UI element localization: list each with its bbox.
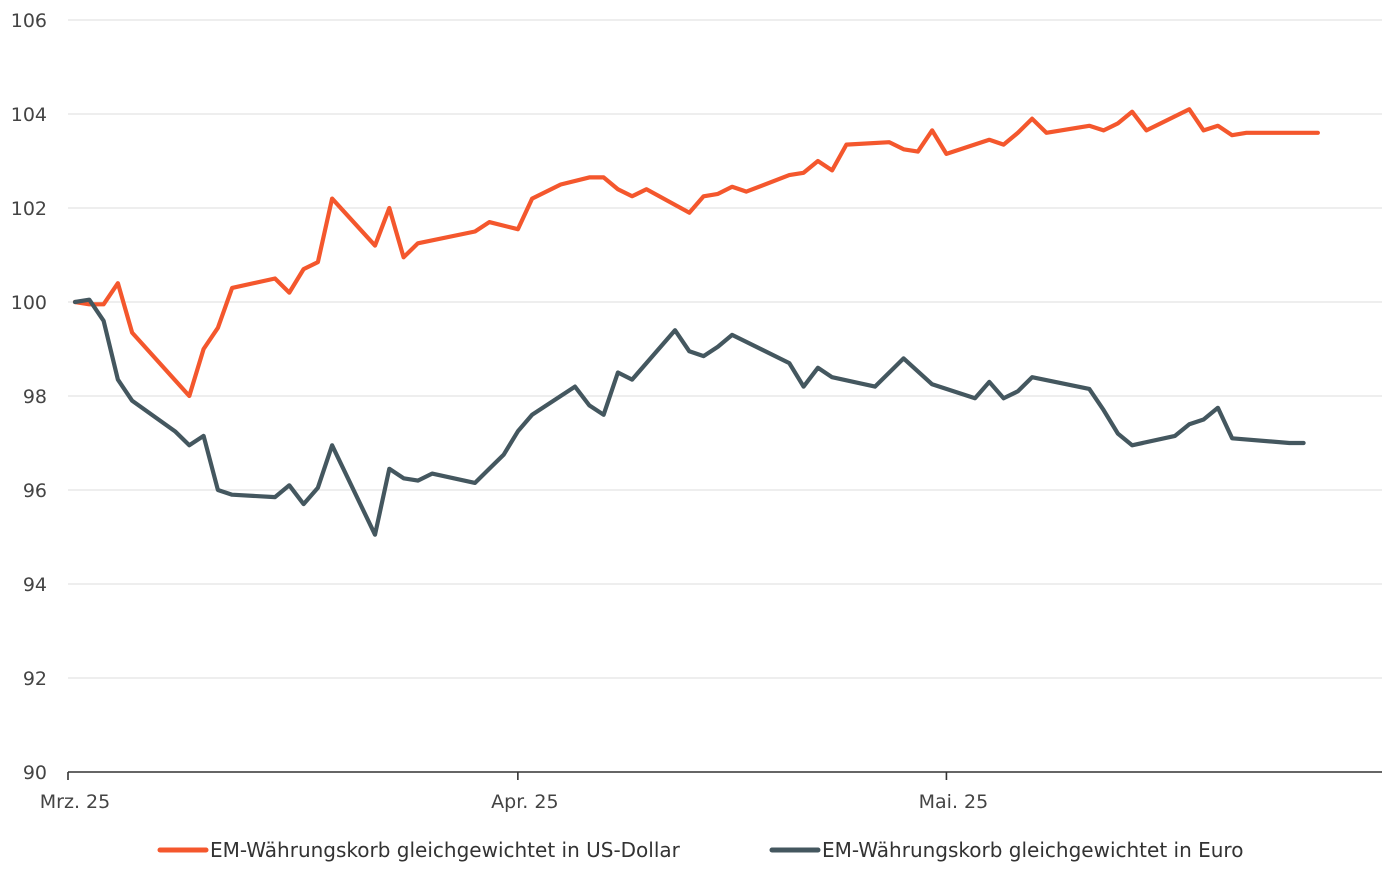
y-tick-label: 94 [23,574,47,596]
y-tick-label: 92 [23,668,47,690]
x-axis-tick-labels: Mrz. 25 Apr. 25 Mai. 25 [40,791,988,813]
y-tick-label: 90 [23,762,47,784]
series-line-1 [72,297,1306,537]
y-gridlines [68,19,1382,679]
y-tick-label: 106 [11,10,47,32]
x-tick-label: Mrz. 25 [40,791,110,813]
x-tick-label: Apr. 25 [491,791,558,813]
y-tick-label: 98 [23,386,47,408]
legend: EM-Währungskorb gleichgewichtet in US-Do… [157,838,1243,862]
legend-label-1: EM-Währungskorb gleichgewichtet in Euro [822,838,1243,862]
x-axis [67,771,1382,780]
y-axis-tick-labels: 90 92 94 96 98 100 102 104 106 [11,10,47,784]
y-tick-label: 96 [23,480,47,502]
series-line-0 [72,107,1320,399]
x-tick-label: Mai. 25 [919,791,989,813]
y-tick-label: 102 [11,198,47,220]
y-tick-label: 100 [11,292,47,314]
legend-label-0: EM-Währungskorb gleichgewichtet in US-Do… [210,838,681,862]
series-lines [72,107,1320,537]
y-tick-label: 104 [11,104,47,126]
